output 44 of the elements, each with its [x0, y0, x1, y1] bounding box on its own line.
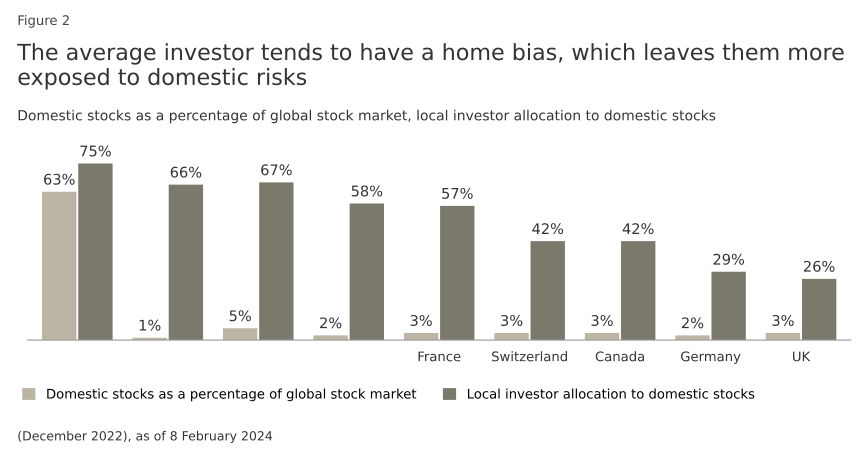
data-label: 1% [140, 320, 160, 331]
bar [350, 204, 384, 340]
bar [711, 272, 746, 340]
data-label: 66% [170, 166, 202, 178]
x-tick-label: France [418, 352, 460, 362]
bar [42, 192, 76, 340]
bar [78, 163, 113, 340]
data-label: 58% [352, 185, 382, 197]
data-label: 2% [320, 317, 342, 328]
legend-label: Local investor allocation to domestic stocks [468, 388, 754, 399]
bar [494, 332, 529, 340]
data-label: 63% [44, 174, 75, 185]
chart-subtitle: Domestic stocks as a percentage of global stock market, local investor allocation to domestic stocks [18, 110, 716, 124]
x-tick-label: Switzerland [492, 351, 567, 362]
data-label: 26% [804, 260, 835, 272]
data-label: 75% [80, 145, 111, 156]
caption: Figure 2 [18, 14, 69, 28]
bar [802, 278, 836, 340]
bar [621, 241, 656, 340]
data-label: 3% [501, 314, 522, 326]
data-label: 2% [682, 317, 704, 328]
bar [222, 328, 258, 340]
data-label: 3% [410, 314, 432, 326]
text: (December 2022), as of 8 February 2024 [18, 430, 272, 443]
x-tick-label: Germany [680, 351, 741, 364]
data-label: 29% [714, 254, 744, 265]
bar [766, 332, 800, 340]
legend-label: Domestic stocks as a percentage of global stock market [47, 388, 416, 402]
bar [530, 241, 565, 340]
x-tick-label: Canada [596, 351, 644, 362]
bar [440, 206, 474, 340]
bar [404, 332, 438, 340]
data-label: 3% [772, 314, 794, 326]
bar [259, 182, 294, 340]
data-label: 42% [532, 223, 564, 234]
data-label: 67% [261, 164, 292, 176]
chart-title: The average investor tends to have a home bias, which leaves them more exposed to domestic risks [17, 43, 844, 90]
bar [584, 332, 620, 340]
data-label: 57% [442, 188, 473, 199]
x-tick-label: UK [793, 352, 810, 362]
data-label: 3% [592, 314, 613, 326]
data-label: 42% [622, 223, 654, 234]
bar [168, 184, 204, 340]
data-label: 5% [230, 310, 251, 322]
